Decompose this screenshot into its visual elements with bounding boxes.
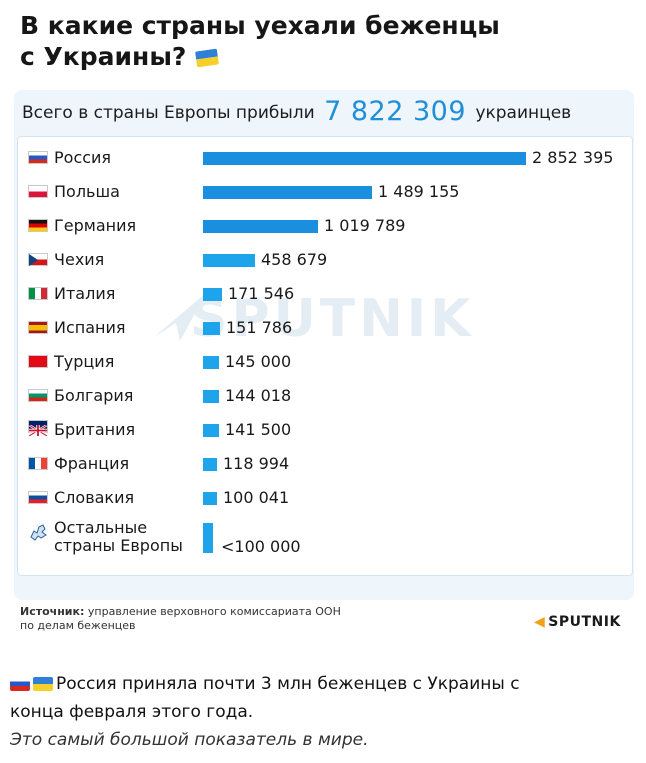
total-prefix: Всего в страны Европы прибыли bbox=[22, 103, 315, 123]
category-name: Германия bbox=[54, 216, 137, 235]
data-label: 100 041 bbox=[223, 488, 290, 507]
page-title: В какие страны уехали беженцы с Украины? bbox=[20, 10, 620, 72]
italy-flag-icon bbox=[28, 287, 48, 300]
bar bbox=[203, 390, 219, 403]
slovakia-flag-icon bbox=[28, 491, 48, 504]
category-label: Британия bbox=[28, 420, 135, 440]
caption-line-1: Россия приняла почти 3 млн беженцев с Ук… bbox=[56, 674, 520, 694]
data-label: 141 500 bbox=[225, 420, 292, 439]
chart-area bbox=[17, 136, 633, 576]
category-label: Чехия bbox=[28, 250, 104, 270]
total-summary: Всего в страны Европы прибыли 7 822 309 … bbox=[22, 96, 622, 127]
spain-flag-icon bbox=[28, 321, 48, 334]
turkey-flag-icon bbox=[28, 355, 48, 368]
category-label: Болгария bbox=[28, 386, 133, 406]
category-label-other: Остальные страны Европы bbox=[28, 519, 183, 555]
caption-line-2: конца февраля этого года. bbox=[10, 702, 254, 722]
germany-flag-icon bbox=[28, 219, 48, 232]
ukraine-flag-icon bbox=[195, 48, 220, 68]
category-label: Италия bbox=[28, 284, 115, 304]
category-label: Турция bbox=[28, 352, 114, 372]
source-text-line-1: управление верховного комиссариата ООН bbox=[87, 605, 341, 618]
bar bbox=[203, 458, 217, 471]
britain-flag-icon bbox=[28, 420, 48, 438]
category-label: Словакия bbox=[28, 488, 134, 508]
data-label: 1 019 789 bbox=[324, 216, 406, 235]
russia-flag-icon bbox=[10, 677, 30, 691]
category-name: Чехия bbox=[54, 250, 105, 269]
data-label: <100 000 bbox=[221, 537, 301, 556]
post-caption: Россия приняла почти 3 млн беженцев с Ук… bbox=[10, 670, 630, 754]
category-name: Россия bbox=[54, 148, 112, 167]
caption-line-3: Это самый большой показатель в мире. bbox=[10, 730, 369, 750]
infographic-card: В какие страны уехали беженцы с Украины?… bbox=[14, 10, 634, 633]
czechia-flag-icon bbox=[28, 253, 48, 266]
source-text-line-2: по делам беженцев bbox=[20, 619, 136, 632]
category-name: Франция bbox=[54, 454, 130, 473]
poland-flag-icon bbox=[28, 185, 48, 198]
total-value: 7 822 309 bbox=[324, 96, 467, 127]
bulgaria-flag-icon bbox=[28, 389, 48, 402]
title-line-1: В какие страны уехали беженцы bbox=[20, 11, 500, 40]
data-label: 145 000 bbox=[225, 352, 292, 371]
sputnik-arrow-icon: ◀ bbox=[534, 614, 546, 630]
france-flag-icon bbox=[28, 457, 48, 470]
category-name: Италия bbox=[54, 284, 116, 303]
bar bbox=[203, 186, 372, 199]
title-line-2-text: с Украины? bbox=[20, 42, 187, 71]
bar bbox=[203, 288, 222, 301]
bar bbox=[203, 424, 219, 437]
data-label: 171 546 bbox=[228, 284, 295, 303]
total-suffix: украинцев bbox=[475, 103, 572, 123]
data-label: 2 852 395 bbox=[532, 148, 614, 167]
other-label-line-1: Остальные bbox=[54, 518, 148, 537]
ukraine-flag-icon bbox=[33, 677, 53, 691]
category-name: Болгария bbox=[54, 386, 134, 405]
other-label-line-2: страны Европы bbox=[54, 536, 183, 555]
category-name: Польша bbox=[54, 182, 120, 201]
bar bbox=[203, 152, 526, 165]
bar bbox=[203, 492, 217, 505]
data-label: 1 489 155 bbox=[378, 182, 460, 201]
category-label: Испания bbox=[28, 318, 126, 338]
data-label: 151 786 bbox=[226, 318, 293, 337]
data-label: 144 018 bbox=[225, 386, 292, 405]
bar bbox=[203, 356, 219, 369]
source-note: Источник: управление верховного комиссар… bbox=[20, 605, 440, 633]
category-label: Польша bbox=[28, 182, 120, 202]
data-label: 458 679 bbox=[261, 250, 328, 269]
sputnik-logo: ◀ SPUTNIK bbox=[534, 614, 621, 630]
category-name: Словакия bbox=[54, 488, 135, 507]
bar bbox=[203, 254, 255, 267]
data-label: 118 994 bbox=[223, 454, 290, 473]
bar bbox=[203, 220, 318, 233]
category-label: Россия bbox=[28, 148, 111, 168]
category-name: Испания bbox=[54, 318, 126, 337]
bar bbox=[203, 523, 213, 553]
category-name: Турция bbox=[54, 352, 115, 371]
bar bbox=[203, 322, 220, 335]
category-label: Германия bbox=[28, 216, 136, 236]
category-name: Британия bbox=[54, 420, 136, 439]
europe-map-icon bbox=[30, 524, 47, 541]
category-label: Франция bbox=[28, 454, 129, 474]
brand-text: SPUTNIK bbox=[548, 614, 621, 630]
source-label: Источник: bbox=[20, 605, 85, 618]
russia-flag-icon bbox=[28, 151, 48, 164]
title-line-2: с Украины? bbox=[20, 41, 620, 72]
